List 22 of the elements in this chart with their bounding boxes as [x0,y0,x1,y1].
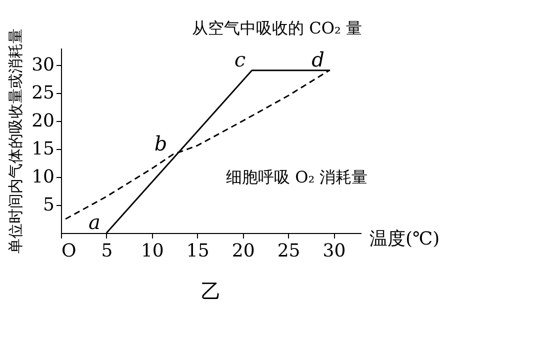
x-tick-label: 15 [186,240,210,262]
x-tick-label: O [62,240,76,262]
x-axis-title: 温度(℃) [370,228,440,250]
y-tick-label: 5 [43,194,54,216]
y-axis-title: 单位时间内气体的吸收量或消耗量 [6,28,25,254]
x-tick-label: 25 [277,240,300,262]
text: 乙 [201,279,221,303]
annotation: b [154,132,168,156]
y-tick-label: 30 [32,54,54,76]
y-tick-label: 10 [32,166,54,188]
annotation: c [234,47,246,72]
text: 细胞呼吸 O₂ 消耗量 [226,168,368,186]
annotation: a [88,210,100,234]
x-tick-label: 20 [232,240,255,262]
x-tick-label: 5 [101,240,113,262]
text: 从空气中吸收的 CO₂ 量 [192,18,362,38]
y-tick-label: 15 [32,138,54,160]
y-tick-label: 20 [32,110,54,132]
annotation: d [312,47,324,72]
x-tick-label: 30 [322,240,346,262]
x-tick-label: 10 [140,240,164,262]
y-tick-label: 25 [32,82,54,104]
